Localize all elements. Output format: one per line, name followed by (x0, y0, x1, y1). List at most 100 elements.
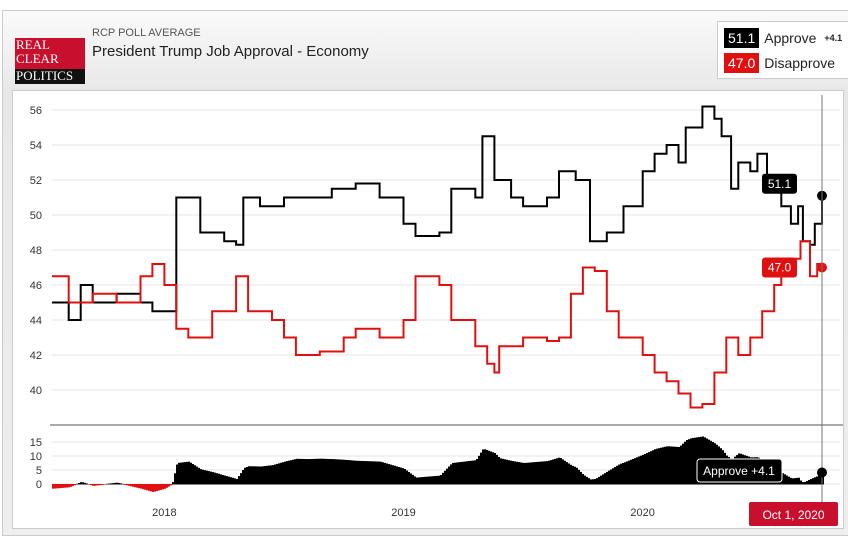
spread-bar (448, 466, 450, 485)
spread-bar (54, 484, 56, 489)
spread-bar (500, 458, 502, 485)
spread-bar (102, 484, 104, 485)
spread-bar (428, 476, 430, 485)
spread-bar (464, 461, 466, 485)
spread-bar (594, 478, 596, 485)
spread-bar (364, 461, 366, 485)
spread-bar (516, 461, 518, 485)
spread-bar (346, 459, 348, 485)
spread-bar (398, 466, 400, 485)
spread-bar (350, 460, 352, 485)
spread-bar (554, 458, 556, 485)
spread-bar (244, 467, 246, 485)
spread-bar (586, 476, 588, 485)
spread-bar (812, 478, 814, 485)
spread-bar (164, 484, 166, 489)
spread-bar (486, 449, 488, 485)
spread-bar (232, 477, 234, 485)
spread-bar (456, 462, 458, 485)
spread-bar (108, 483, 110, 485)
spread-bar (674, 446, 676, 485)
spread-bar (68, 484, 70, 488)
end-label-box (762, 173, 797, 194)
spread-bar (482, 449, 484, 485)
spread-bar (794, 478, 796, 485)
spread-bar (790, 477, 792, 485)
spread-bar (280, 462, 282, 485)
spread-bar (82, 482, 84, 485)
spread-bar (676, 446, 678, 485)
approve-label: Approve (764, 30, 817, 46)
spread-bar (160, 484, 162, 490)
spread-bar (582, 474, 584, 485)
spread-bar (130, 484, 132, 487)
spread-bar (374, 461, 376, 485)
spread-bar (292, 459, 294, 485)
spread-bar (136, 484, 138, 488)
spread-bar (118, 482, 120, 485)
spread-bar (420, 477, 422, 485)
spread-bar (610, 469, 612, 485)
spread-bar (60, 484, 62, 489)
legend-approve[interactable]: 51.1 Approve +4.1 (724, 28, 842, 48)
spread-bar (688, 439, 690, 485)
spread-bar (148, 484, 150, 491)
spread-bar (266, 465, 268, 485)
spread-bar (402, 468, 404, 485)
spread-bar (138, 484, 140, 489)
spread-bar (192, 463, 194, 485)
spread-bar (270, 465, 272, 485)
spread-bar (252, 466, 254, 485)
spread-bar (798, 477, 800, 485)
spread-bar (616, 465, 618, 485)
spread-bar (438, 475, 440, 485)
spread-bar (310, 459, 312, 485)
spread-bar (214, 472, 216, 485)
spread-bar (62, 484, 64, 488)
spread-bar (194, 465, 196, 485)
spread-bar (234, 478, 236, 485)
spread-bar (208, 471, 210, 485)
spread-bar (592, 479, 594, 485)
spread-bar (196, 466, 198, 485)
spread-bar (528, 462, 530, 485)
spread-bar (308, 459, 310, 485)
spread-bar (818, 475, 820, 485)
spread-bar (126, 484, 128, 486)
end-label: 51.1 (768, 177, 792, 191)
spread-bar (366, 461, 368, 485)
spread-bar (478, 455, 480, 485)
spread-bar (672, 446, 674, 485)
spread-bar (326, 458, 328, 485)
spread-bar (264, 466, 266, 485)
spread-bar (450, 464, 452, 485)
spread-bar (186, 461, 188, 485)
spread-bar (542, 461, 544, 485)
spread-bar (314, 458, 316, 485)
spread-bar (100, 484, 102, 486)
spread-bar (298, 458, 300, 485)
spread-bar (344, 459, 346, 485)
spread-bar (546, 461, 548, 485)
spread-bar (352, 460, 354, 485)
spread-bar (236, 478, 238, 485)
spread-bar (52, 484, 54, 489)
spread-bar (360, 460, 362, 485)
spread-bar (110, 483, 112, 485)
spread-bar (644, 453, 646, 485)
spread-bar (96, 484, 98, 486)
spread-bar (540, 461, 542, 485)
spread-bar (230, 477, 232, 485)
spread-bar (74, 484, 76, 486)
spread-bar (178, 462, 180, 485)
legend-disapprove[interactable]: 47.0 Disapprove (724, 53, 835, 73)
spread-bar (268, 465, 270, 485)
end-label-box (762, 257, 797, 278)
spread-bar (340, 459, 342, 485)
spread-bar (224, 475, 226, 485)
spread-bar (70, 484, 72, 487)
spread-y-tick-label: 15 (30, 437, 42, 449)
spread-bar (384, 462, 386, 485)
spread-bar (254, 466, 256, 485)
